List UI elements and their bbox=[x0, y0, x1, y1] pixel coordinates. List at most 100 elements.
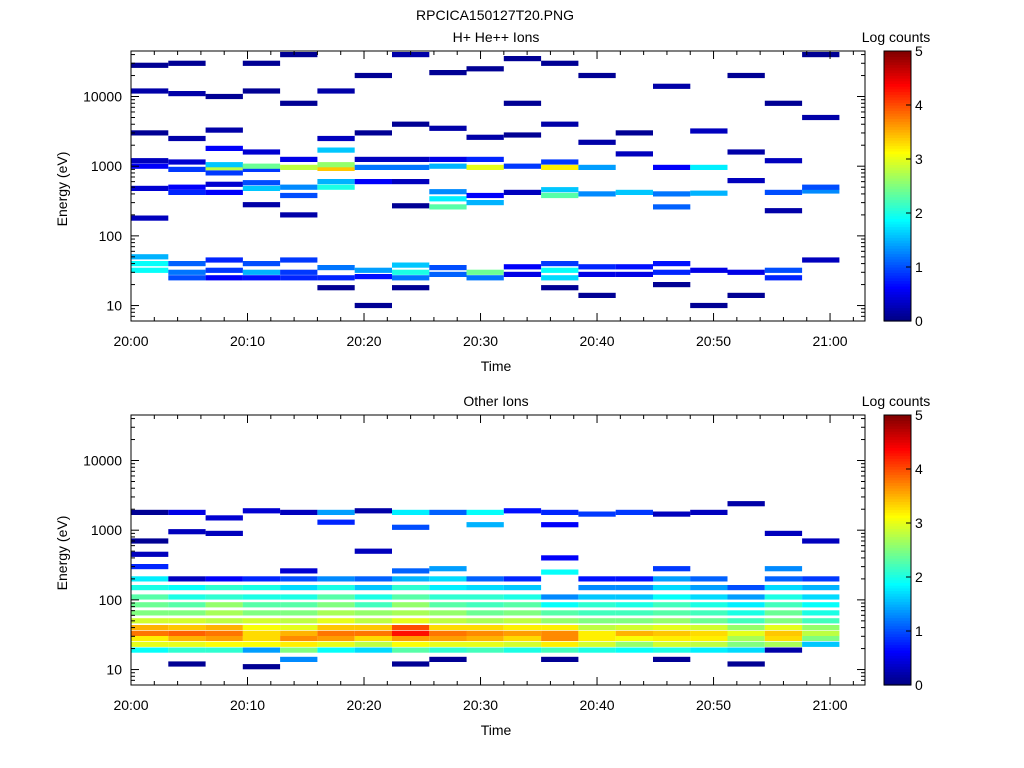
heatmap-cell bbox=[168, 60, 206, 66]
heatmap-cell bbox=[280, 594, 318, 600]
colorbar-segment bbox=[884, 191, 911, 195]
heatmap-cell bbox=[802, 576, 840, 582]
heatmap-cell bbox=[578, 641, 616, 647]
colorbar-segment bbox=[884, 188, 911, 192]
heatmap-cell bbox=[764, 610, 803, 616]
heatmap-cell bbox=[354, 625, 392, 631]
colorbar-tick-label: 5 bbox=[915, 407, 923, 423]
colorbar-segment bbox=[884, 614, 911, 619]
heatmap-cell bbox=[503, 641, 542, 647]
colorbar-segment bbox=[884, 207, 911, 211]
heatmap-cell bbox=[392, 164, 430, 170]
heatmap-cell bbox=[280, 656, 318, 662]
colorbar-segment bbox=[884, 433, 911, 438]
heatmap-cell bbox=[205, 641, 243, 647]
heatmap-cell bbox=[392, 661, 430, 667]
heatmap-cell bbox=[503, 594, 542, 600]
colorbar-segment bbox=[884, 612, 911, 616]
heatmap-cell bbox=[205, 181, 243, 187]
heatmap-cell bbox=[690, 164, 728, 170]
heatmap-cell bbox=[131, 62, 169, 68]
heatmap-cell bbox=[578, 139, 616, 145]
heatmap-cell bbox=[168, 91, 206, 97]
colorbar-segment bbox=[884, 552, 911, 556]
colorbar-segment bbox=[884, 267, 911, 271]
heatmap-cell bbox=[541, 159, 579, 165]
colorbar-segment bbox=[884, 493, 911, 497]
heatmap-cell bbox=[541, 635, 579, 641]
colorbar-segment bbox=[884, 312, 911, 317]
heatmap-cell bbox=[205, 625, 243, 631]
colorbar-segment bbox=[884, 663, 911, 667]
x-tick-label: 20:20 bbox=[346, 333, 381, 349]
heatmap-cell bbox=[317, 165, 355, 171]
heatmap-cell bbox=[466, 269, 504, 275]
heatmap-cell bbox=[392, 262, 430, 268]
colorbar-segment bbox=[884, 80, 911, 84]
heatmap-cell bbox=[317, 635, 355, 641]
heatmap-cell bbox=[615, 618, 653, 624]
colorbar-segment bbox=[884, 525, 911, 529]
colorbar-segment bbox=[884, 590, 911, 594]
heatmap-cell bbox=[615, 151, 653, 157]
colorbar-segment bbox=[884, 439, 911, 443]
colorbar-segment bbox=[884, 479, 911, 484]
colorbar-segment bbox=[884, 641, 911, 646]
colorbar-segment bbox=[884, 150, 911, 155]
heatmap-cell bbox=[205, 162, 243, 168]
heatmap-cell bbox=[317, 594, 355, 600]
x-tick-label: 20:40 bbox=[580, 333, 615, 349]
heatmap-cell bbox=[317, 179, 355, 185]
colorbar-segment bbox=[884, 585, 911, 589]
heatmap-cell bbox=[690, 610, 728, 616]
heatmap-cell bbox=[764, 189, 803, 195]
heatmap-cell bbox=[615, 625, 653, 631]
colorbar-segment bbox=[884, 598, 911, 602]
colorbar-segment bbox=[884, 199, 911, 203]
colorbar-tick-label: 1 bbox=[915, 623, 923, 639]
heatmap-cell bbox=[690, 302, 728, 309]
heatmap-cell bbox=[578, 264, 616, 270]
colorbar-segment bbox=[884, 69, 911, 74]
colorbar-segment bbox=[884, 469, 911, 473]
heatmap-cell bbox=[503, 132, 542, 138]
x-tick-label: 20:00 bbox=[113, 333, 148, 349]
heatmap-cell bbox=[131, 647, 169, 653]
heatmap-cell bbox=[429, 610, 467, 616]
heatmap-cell bbox=[354, 630, 392, 636]
heatmap-cell bbox=[466, 647, 504, 653]
heatmap-cell bbox=[205, 165, 243, 171]
heatmap-cell bbox=[392, 576, 430, 582]
heatmap-cell bbox=[168, 610, 206, 616]
heatmap-cell bbox=[578, 191, 616, 197]
colorbar-segment bbox=[884, 450, 911, 454]
heatmap-cell bbox=[541, 285, 579, 291]
heatmap-cell bbox=[802, 538, 840, 544]
colorbar-segment bbox=[884, 180, 911, 184]
heatmap-cell bbox=[541, 625, 579, 631]
heatmap-cell bbox=[242, 647, 281, 653]
heatmap-cell bbox=[280, 192, 318, 199]
heatmap-cell bbox=[429, 647, 467, 653]
heatmap-cell bbox=[354, 548, 392, 554]
plot-frame bbox=[130, 414, 866, 686]
colorbar-segment bbox=[884, 240, 911, 244]
heatmap-cell bbox=[317, 285, 355, 291]
heatmap-cell bbox=[727, 635, 765, 641]
heatmap-cell bbox=[802, 635, 840, 641]
heatmap-cell bbox=[280, 52, 318, 58]
heatmap-cell bbox=[727, 292, 765, 298]
heatmap-cell bbox=[503, 610, 542, 616]
heatmap-cell bbox=[317, 184, 355, 190]
heatmap-cell bbox=[653, 576, 691, 582]
heatmap-cell bbox=[280, 585, 318, 591]
heatmap-cell bbox=[541, 641, 579, 647]
heatmap-cell bbox=[429, 125, 467, 131]
heatmap-cell bbox=[615, 602, 653, 608]
heatmap-cell bbox=[205, 630, 243, 636]
heatmap-cell bbox=[764, 585, 803, 591]
colorbar-label: Log counts bbox=[862, 29, 931, 45]
heatmap-cell bbox=[578, 618, 616, 624]
colorbar-segment bbox=[884, 474, 911, 478]
